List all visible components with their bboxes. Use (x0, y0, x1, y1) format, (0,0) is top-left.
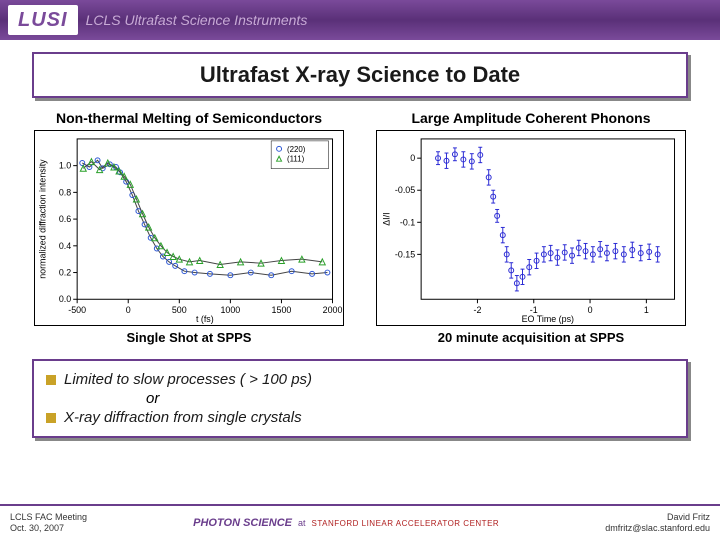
left-chart-title: Non-thermal Melting of Semiconductors (56, 110, 322, 126)
svg-text:-0.1: -0.1 (400, 217, 415, 227)
svg-text:1000: 1000 (220, 305, 240, 315)
bullet-icon (46, 413, 56, 423)
footer-bar: LCLS FAC Meeting Oct. 30, 2007 PHOTON SC… (0, 504, 720, 540)
svg-text:0.8: 0.8 (59, 187, 71, 197)
svg-text:0: 0 (126, 305, 131, 315)
footer-center: PHOTON SCIENCE at STANFORD LINEAR ACCELE… (193, 517, 499, 529)
footer-meeting: LCLS FAC Meeting (10, 512, 87, 523)
svg-text:0: 0 (588, 305, 593, 315)
bullet-icon (46, 375, 56, 385)
limit-line-1: Limited to slow processes ( > 100 ps) (46, 371, 674, 388)
header-subtitle: LCLS Ultrafast Science Instruments (86, 12, 308, 28)
slac-text: STANFORD LINEAR ACCELERATOR CENTER (311, 519, 499, 528)
svg-text:1500: 1500 (272, 305, 292, 315)
limit-text-2: X-ray diffraction from single crystals (64, 409, 302, 426)
limit-line-2: X-ray diffraction from single crystals (46, 409, 674, 426)
right-chart: -2-1010-0.05-0.1-0.15EO Time (ps)ΔI/I (376, 130, 686, 326)
limit-or: or (146, 390, 674, 407)
left-chart-column: Non-thermal Melting of Semiconductors -5… (28, 110, 350, 345)
svg-text:1.0: 1.0 (59, 161, 71, 171)
svg-text:1: 1 (644, 305, 649, 315)
lusi-logo-box: LUSI (8, 5, 78, 35)
svg-text:-500: -500 (68, 305, 86, 315)
svg-text:0: 0 (410, 153, 415, 163)
left-chart: -500 0 500 1000 1500 2000 0.0 0.2 0.4 0.6 0.8 1.0 t … (34, 130, 344, 326)
photon-science-logo: PHOTON SCIENCE (193, 517, 292, 529)
svg-text:0.0: 0.0 (59, 294, 71, 304)
svg-text:-0.05: -0.05 (395, 185, 415, 195)
svg-text:-2: -2 (473, 305, 481, 315)
svg-text:0.4: 0.4 (59, 241, 71, 251)
left-chart-caption: Single Shot at SPPS (127, 330, 252, 345)
charts-row: Non-thermal Melting of Semiconductors -5… (0, 104, 720, 349)
svg-text:(111): (111) (287, 155, 305, 164)
svg-text:0.2: 0.2 (59, 268, 71, 278)
footer-at: at (298, 518, 306, 528)
svg-text:0.6: 0.6 (59, 214, 71, 224)
slide-title: Ultrafast X-ray Science to Date (42, 62, 678, 88)
limit-text-1: Limited to slow processes ( > 100 ps) (64, 371, 312, 388)
right-chart-column: Large Amplitude Coherent Phonons -2-1010… (370, 110, 692, 345)
footer-left: LCLS FAC Meeting Oct. 30, 2007 (10, 512, 87, 534)
right-chart-title: Large Amplitude Coherent Phonons (411, 110, 650, 126)
limitations-box: Limited to slow processes ( > 100 ps) or… (32, 359, 688, 438)
footer-author: David Fritz (605, 512, 710, 523)
title-box: Ultrafast X-ray Science to Date (32, 52, 688, 98)
right-chart-caption: 20 minute acquisition at SPPS (438, 330, 624, 345)
svg-text:(220): (220) (287, 145, 306, 154)
svg-text:-0.15: -0.15 (395, 249, 415, 259)
lusi-logo-text: LUSI (18, 9, 68, 32)
footer-email: dmfritz@slac.stanford.edu (605, 523, 710, 534)
svg-text:normalized diffraction intensi: normalized diffraction intensity (37, 159, 47, 279)
svg-text:ΔI/I: ΔI/I (381, 212, 391, 225)
header-bar: LUSI LCLS Ultrafast Science Instruments (0, 0, 720, 40)
svg-text:500: 500 (172, 305, 187, 315)
svg-text:t (fs): t (fs) (196, 314, 214, 324)
footer-date: Oct. 30, 2007 (10, 523, 87, 534)
svg-text:EO Time (ps): EO Time (ps) (522, 314, 574, 324)
svg-text:2000: 2000 (323, 305, 343, 315)
footer-right: David Fritz dmfritz@slac.stanford.edu (605, 512, 710, 534)
